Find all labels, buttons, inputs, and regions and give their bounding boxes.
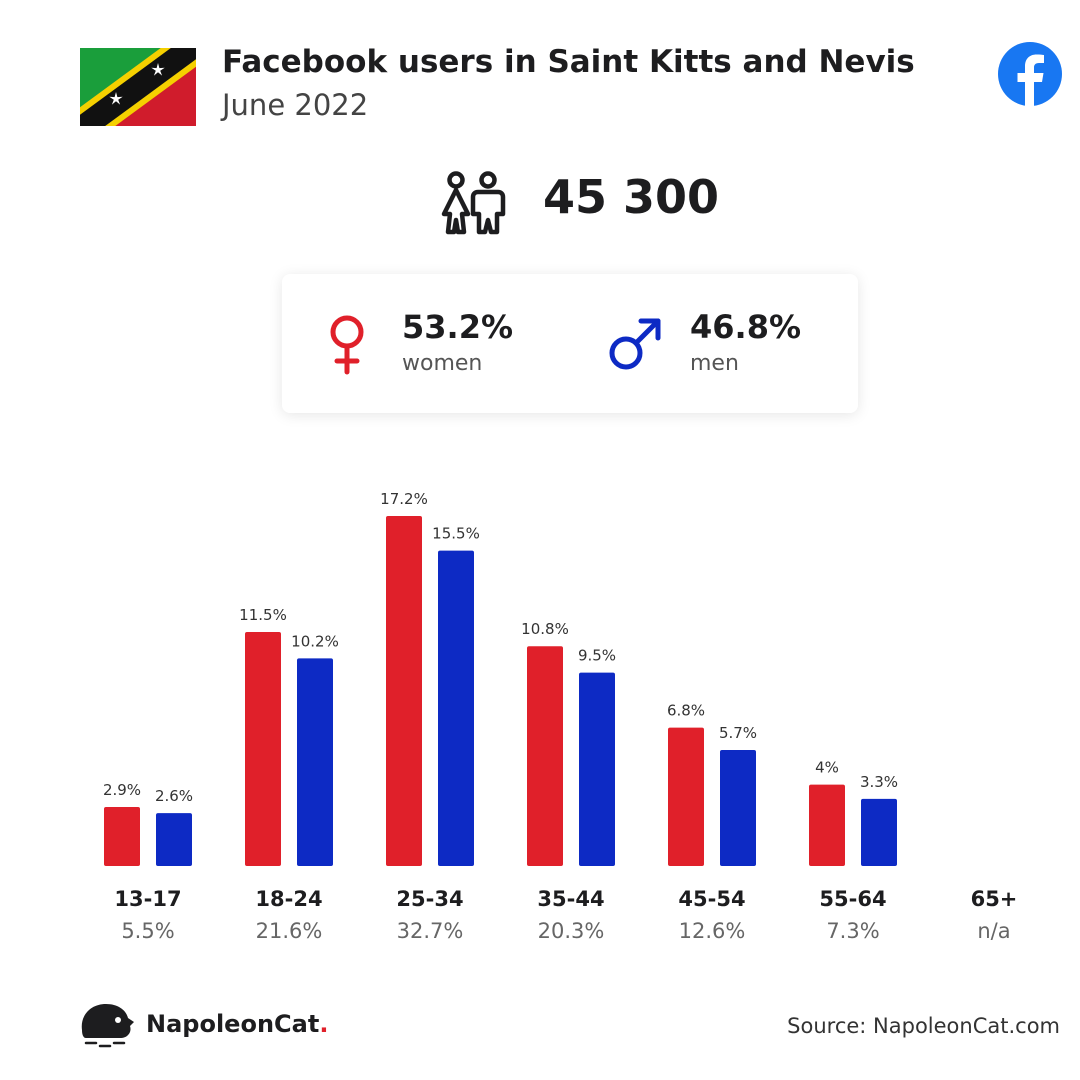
male-symbol-icon — [609, 318, 661, 370]
bar-45-54-s1 — [720, 750, 756, 866]
category-total-label: 7.3% — [826, 919, 879, 943]
bar-18-24-s0 — [245, 631, 281, 866]
source-text: Source: NapoleonCat.com — [787, 1014, 1060, 1038]
bar-value-label: 9.5% — [578, 647, 616, 665]
category-label: 65+ — [971, 887, 1018, 911]
bar-value-label: 17.2% — [380, 490, 428, 508]
bar-value-label: 4% — [815, 759, 839, 777]
men-label: men — [690, 351, 739, 376]
category-total-label: 12.6% — [679, 919, 746, 943]
brand-name: NapoleonCat. — [146, 1010, 329, 1038]
age-gender-bar-chart: 2.9% 2.6% 13-17 5.5% 11.5%10.2% 18-24 21.6% 17.… — [103, 490, 1018, 943]
bar-35-44-s1 — [579, 672, 615, 866]
category-total-label: 21.6% — [256, 919, 323, 943]
category-total-label: 5.5% — [121, 919, 174, 943]
bar-value-label: 11.5% — [239, 606, 287, 624]
men-percent: 46.8% — [690, 308, 802, 346]
category-label: 25-34 — [396, 887, 463, 911]
category-label: 45-54 — [678, 887, 745, 911]
category-label: 13-17 — [114, 887, 181, 911]
bar-value-label: 10.2% — [291, 632, 339, 650]
bar-value-label: 2.6% — [155, 787, 193, 805]
facebook-logo-icon — [998, 42, 1062, 106]
bar-45-54-s0 — [668, 727, 704, 866]
bar-13-17-s1 — [156, 813, 192, 866]
bar-value-label: 15.5% — [432, 525, 480, 543]
bar-value-label: 10.8% — [521, 620, 569, 638]
category-label: 35-44 — [537, 887, 604, 911]
bar-25-34-s0 — [386, 515, 422, 866]
bar-13-17-s0 — [104, 806, 140, 866]
bar-25-34-s1 — [438, 550, 474, 866]
bar-value-label: 6.8% — [667, 702, 705, 720]
total-users: 45 300 — [543, 170, 720, 224]
category-label: 55-64 — [819, 887, 886, 911]
bar-value-label: 2.9% — [103, 781, 141, 799]
category-total-label: 20.3% — [538, 919, 605, 943]
category-label: 18-24 — [255, 887, 322, 911]
category-total-label: 32.7% — [397, 919, 464, 943]
bar-55-64-s1 — [861, 798, 897, 866]
gender-card: 53.2% women 46.8% men — [282, 274, 858, 413]
napoleoncat-logo-icon — [81, 1004, 134, 1048]
category-total-label: n/a — [977, 919, 1010, 943]
bar-18-24-s1 — [297, 658, 333, 866]
bar-value-label: 3.3% — [860, 773, 898, 791]
women-label: women — [402, 351, 483, 376]
users-icon — [441, 171, 506, 235]
bar-value-label: 5.7% — [719, 724, 757, 742]
women-percent: 53.2% — [402, 308, 514, 346]
page-title: Facebook users in Saint Kitts and Nevis — [222, 44, 915, 80]
female-symbol-icon — [330, 315, 364, 375]
bar-55-64-s0 — [809, 784, 845, 866]
saint-kitts-and-nevis-flag — [80, 48, 196, 126]
bar-35-44-s0 — [527, 646, 563, 866]
page-subtitle: June 2022 — [222, 88, 369, 122]
